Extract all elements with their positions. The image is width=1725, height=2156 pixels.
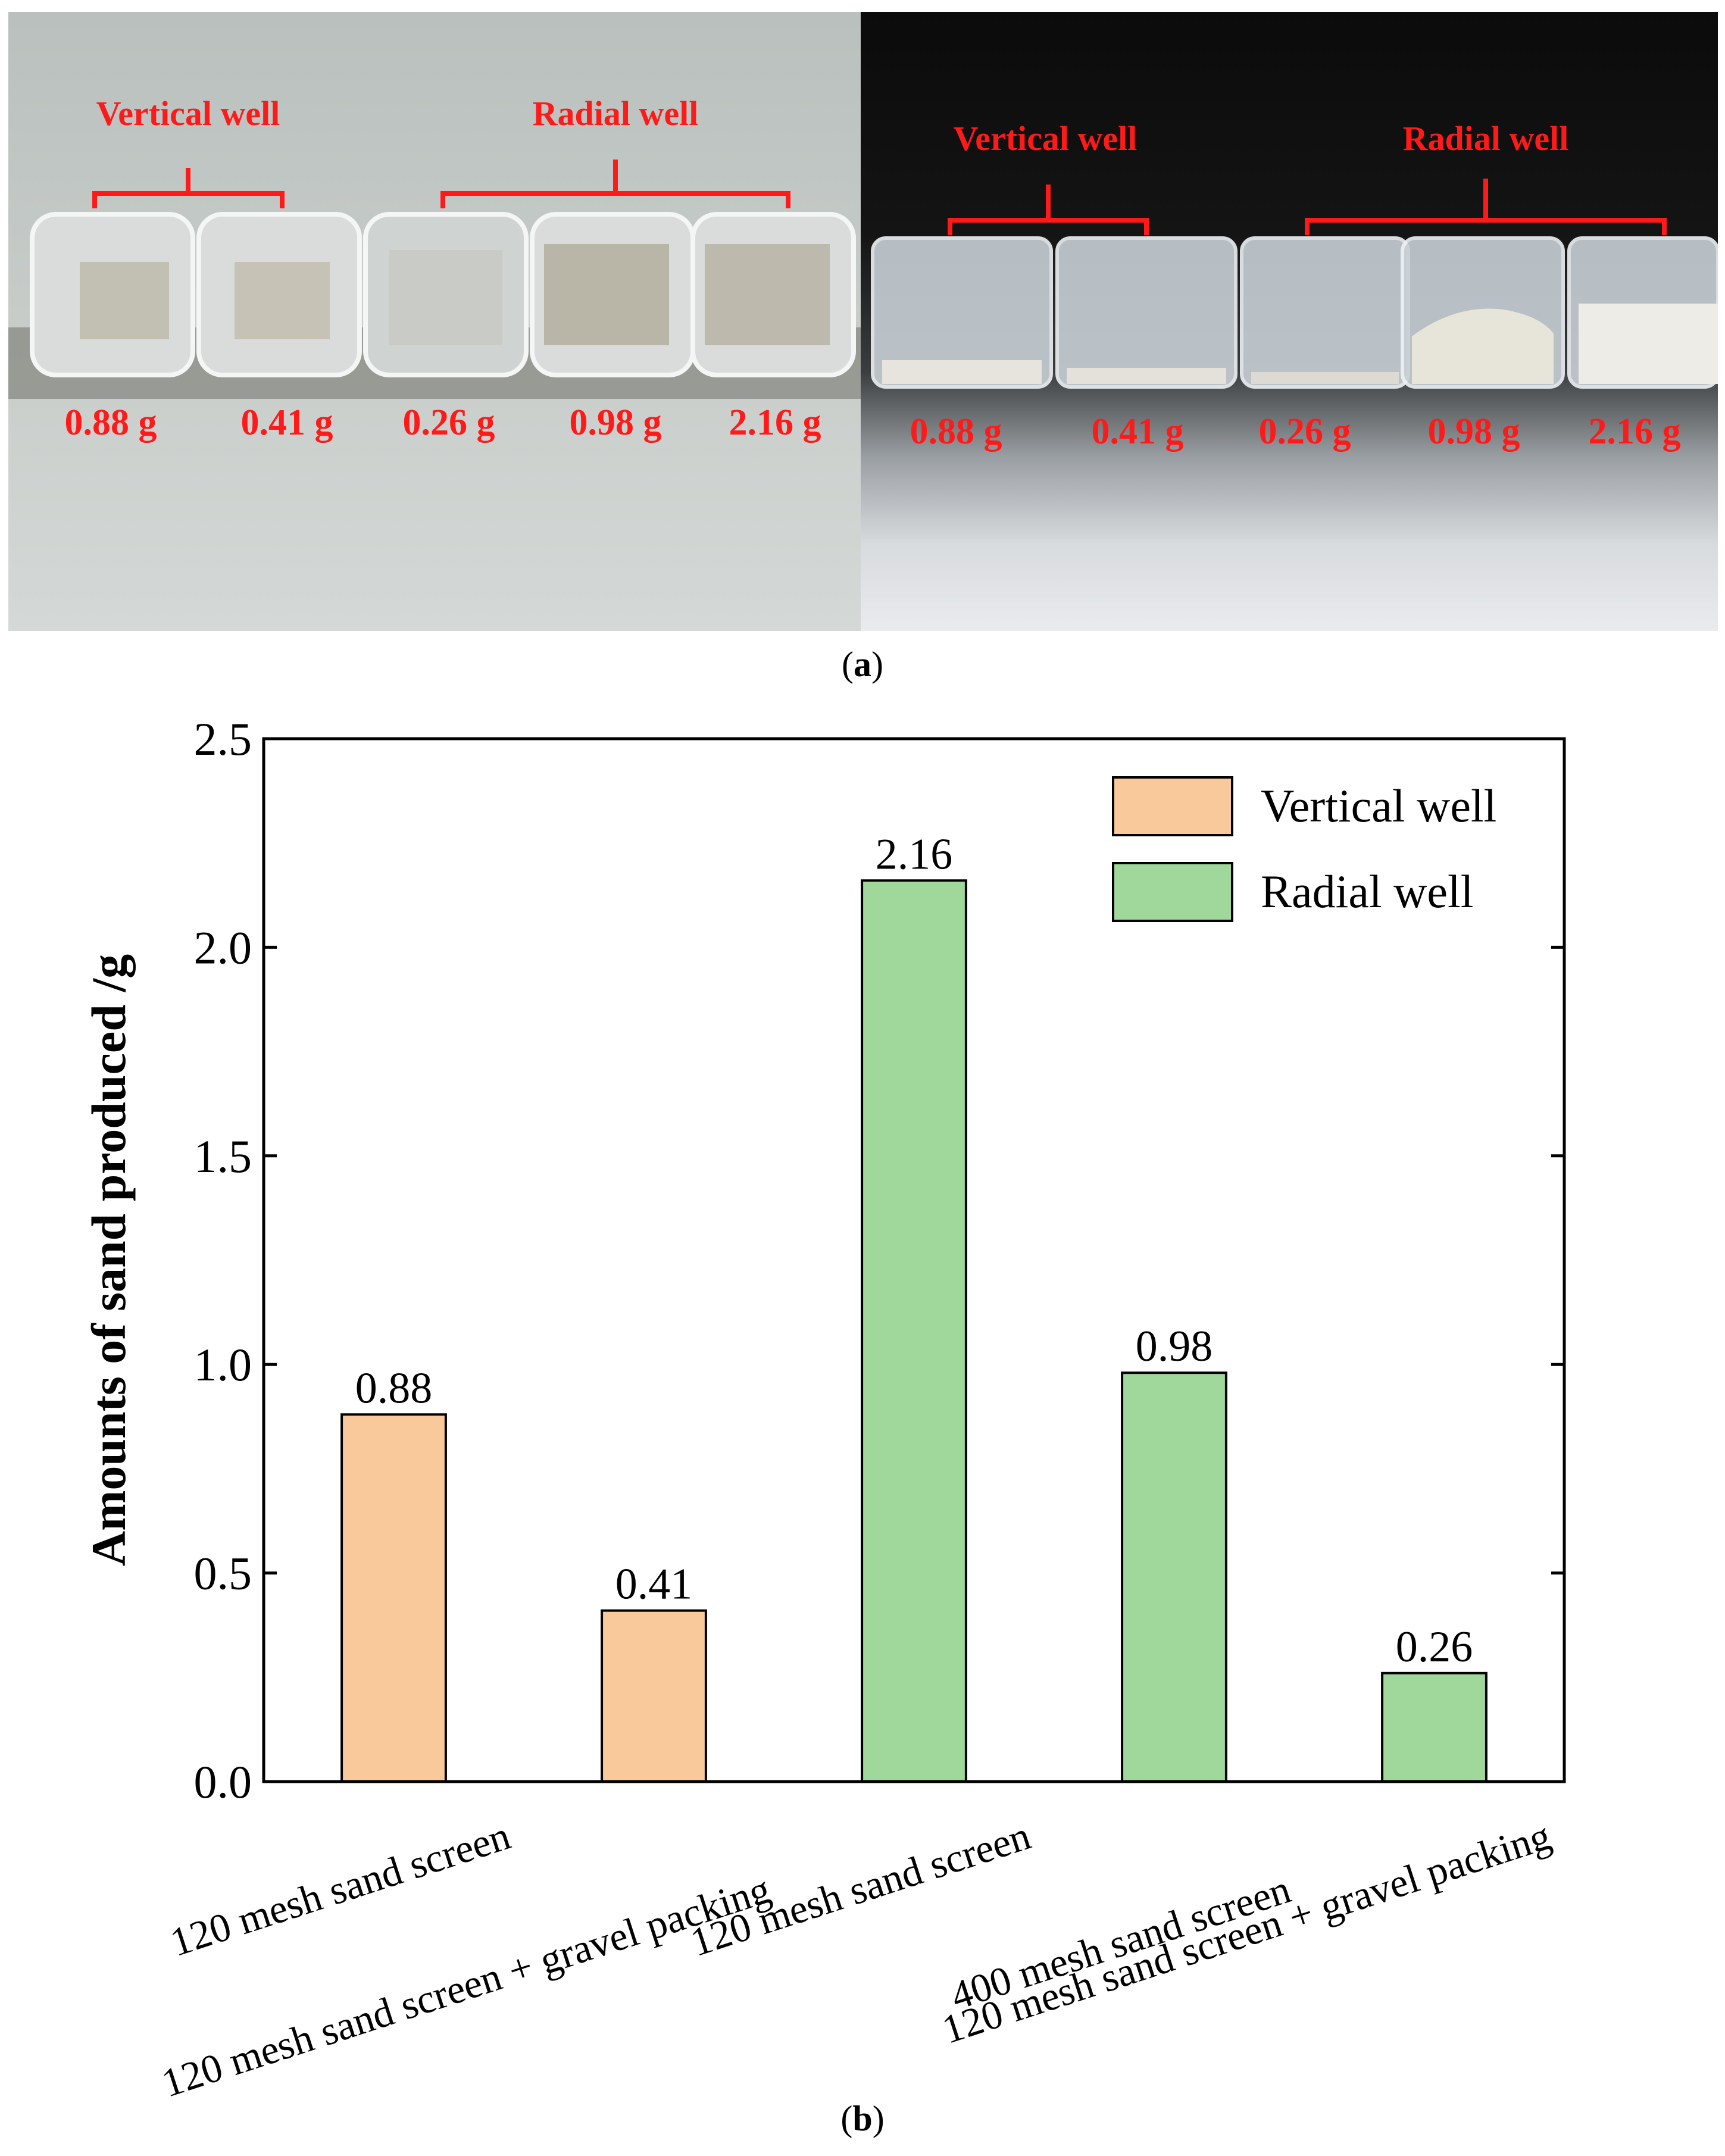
mass-label-left-3: 0.26 g [403, 402, 495, 443]
bracket-radial-well-left [440, 160, 790, 208]
caption-a-letter: a [854, 645, 871, 684]
mass-label-right-1: 0.88 g [910, 411, 1002, 452]
bracket-radial-well-right [1305, 179, 1667, 235]
y-tick-label: 1.0 [194, 1339, 252, 1391]
data-label: 0.88 [355, 1364, 433, 1413]
mass-label-left-4: 0.98 g [570, 402, 662, 443]
data-label: 0.41 [615, 1560, 693, 1609]
caption-a: (a) [842, 645, 883, 684]
sample-box-2 [196, 212, 362, 377]
label-radial-well-left: Radial well [533, 94, 699, 133]
legend-swatch-radial-well [1112, 862, 1233, 922]
photo-right-drawing: Vertical well Radial well 0.88 g 0.41 g … [871, 119, 1718, 452]
legend-label-vertical-well: Vertical well [1261, 780, 1496, 832]
mass-label-left-1: 0.88 g [65, 402, 157, 443]
photo-left-drawing: Vertical well Radial well 0.88 g 0.41 g … [8, 94, 861, 443]
photo-vertical-radial-light-background: Vertical well Radial well 0.88 g 0.41 g … [8, 12, 861, 631]
label-vertical-well-right: Vertical well [954, 119, 1138, 158]
y-tick-label: 0.5 [194, 1548, 252, 1599]
mass-label-right-3: 0.26 g [1259, 411, 1351, 452]
mass-label-right-5: 2.16 g [1589, 411, 1681, 452]
bar [601, 1609, 707, 1783]
legend-label-radial-well: Radial well [1261, 865, 1473, 917]
side-box-5 [1567, 236, 1718, 389]
sample-box-3 [363, 212, 529, 377]
sample-box-1 [30, 212, 195, 377]
label-radial-well-right: Radial well [1403, 119, 1569, 158]
bar [1381, 1671, 1488, 1783]
mass-label-left-2: 0.41 g [241, 402, 333, 443]
y-tick-label: 2.5 [194, 713, 252, 765]
legend-swatch-vertical-well [1112, 776, 1233, 836]
y-tick-label: 2.0 [194, 921, 252, 973]
side-box-1 [871, 236, 1053, 389]
mass-label-left-5: 2.16 g [729, 402, 821, 443]
y-tick-label: 1.5 [194, 1130, 252, 1182]
mass-label-right-4: 0.98 g [1428, 411, 1520, 452]
side-box-2 [1055, 236, 1238, 389]
x-tick-label: 120 mesh sand screen [165, 1813, 515, 1965]
legend: Vertical well Radial well [1112, 776, 1496, 922]
sample-box-5 [690, 212, 856, 377]
bar [861, 879, 967, 1783]
y-tick-label: 0.0 [194, 1756, 252, 1808]
bar [340, 1413, 447, 1783]
chart-layer: 0.0 0.5 1.0 1.5 2.0 2.5 0.88 0.41 2.16 0.98 0.26 12… [157, 713, 1564, 2106]
bracket-vertical-well-right [948, 185, 1149, 235]
data-label: 2.16 [876, 830, 953, 879]
y-axis-label: Amounts of sand produced /g [82, 954, 136, 1566]
caption-b-letter: b [852, 2099, 873, 2138]
side-box-4 [1401, 236, 1565, 389]
bracket-vertical-well-left [92, 168, 285, 208]
bar [1121, 1371, 1227, 1783]
label-vertical-well-left: Vertical well [96, 94, 280, 133]
mass-label-right-2: 0.41 g [1092, 411, 1184, 452]
photo-vertical-radial-dark-background: Vertical well Radial well 0.88 g 0.41 g … [861, 12, 1718, 631]
plot-frame [262, 737, 1566, 1783]
data-label: 0.26 [1396, 1623, 1473, 1671]
caption-b: (b) [840, 2099, 885, 2138]
data-label: 0.98 [1136, 1322, 1213, 1371]
